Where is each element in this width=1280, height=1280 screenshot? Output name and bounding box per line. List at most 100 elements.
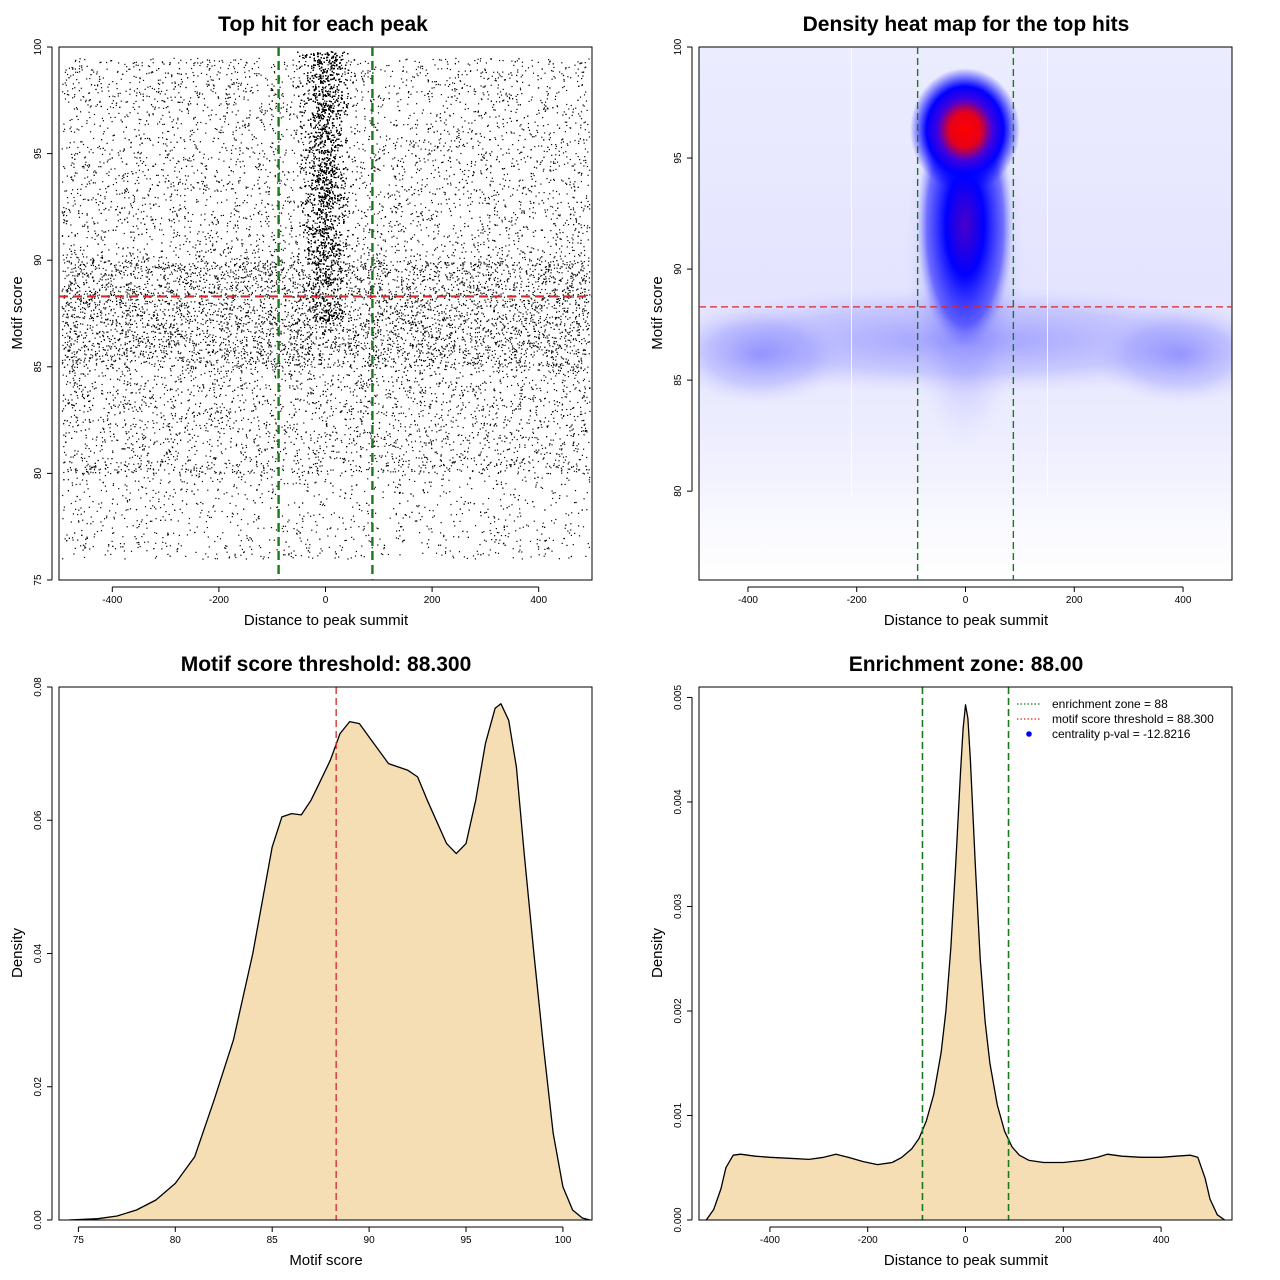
scatter-point xyxy=(367,195,369,197)
scatter-point xyxy=(560,356,562,358)
scatter-point xyxy=(578,323,580,325)
scatter-point xyxy=(245,446,248,448)
scatter-point xyxy=(214,190,216,192)
scatter-point xyxy=(360,281,362,283)
scatter-point xyxy=(421,179,423,181)
scatter-point xyxy=(68,403,70,405)
scatter-point xyxy=(397,538,399,540)
scatter-point xyxy=(497,283,499,286)
scatter-point xyxy=(558,193,560,195)
scatter-point xyxy=(444,551,447,553)
scatter-point xyxy=(527,285,530,287)
scatter-point xyxy=(124,375,126,377)
scatter-point xyxy=(87,349,89,351)
scatter-point xyxy=(84,353,86,355)
scatter-point xyxy=(577,61,579,63)
scatter-point xyxy=(317,348,319,350)
scatter-point xyxy=(310,140,312,142)
scatter-point xyxy=(545,283,547,285)
scatter-point xyxy=(203,153,205,155)
scatter-point xyxy=(389,306,391,308)
scatter-point xyxy=(355,550,357,553)
scatter-point xyxy=(371,112,373,114)
scatter-point xyxy=(416,331,418,333)
scatter-point xyxy=(67,267,69,269)
scatter-point xyxy=(237,386,239,388)
scatter-point xyxy=(360,166,362,168)
scatter-point xyxy=(476,288,478,290)
scatter-point xyxy=(589,481,591,483)
scatter-point xyxy=(308,336,310,338)
scatter-point xyxy=(63,451,66,453)
scatter-point xyxy=(421,190,423,193)
scatter-point xyxy=(578,332,580,334)
scatter-point xyxy=(203,531,205,533)
scatter-point xyxy=(82,311,84,313)
scatter-point xyxy=(309,387,311,389)
scatter-point xyxy=(172,418,174,420)
scatter-point xyxy=(268,287,270,289)
scatter-point xyxy=(446,80,448,82)
scatter-point xyxy=(551,290,553,292)
scatter-point xyxy=(319,289,321,291)
scatter-point xyxy=(274,361,276,363)
scatter-point xyxy=(343,343,345,345)
scatter-point xyxy=(208,418,210,420)
scatter-point xyxy=(421,325,423,327)
scatter-point xyxy=(220,370,222,372)
scatter-point xyxy=(99,355,101,357)
scatter-point xyxy=(414,164,416,166)
scatter-point xyxy=(249,90,251,92)
scatter-point xyxy=(580,124,582,126)
scatter-point xyxy=(370,315,372,317)
scatter-point xyxy=(88,394,90,396)
scatter-point xyxy=(131,260,133,262)
scatter-point xyxy=(539,539,541,541)
scatter-point xyxy=(330,406,332,408)
scatter-point xyxy=(461,434,463,436)
scatter-point xyxy=(64,310,66,312)
scatter-point xyxy=(552,276,554,278)
scatter-point xyxy=(356,90,358,92)
scatter-point xyxy=(242,243,244,245)
scatter-point xyxy=(366,215,368,218)
scatter-point xyxy=(232,366,234,368)
scatter-point xyxy=(234,352,236,354)
scatter-point xyxy=(538,273,540,275)
scatter-point xyxy=(317,456,319,458)
scatter-point xyxy=(310,439,312,441)
scatter-point xyxy=(430,308,432,310)
scatter-point xyxy=(423,158,425,160)
scatter-point xyxy=(387,193,389,195)
scatter-point xyxy=(160,332,162,334)
scatter-point xyxy=(130,274,132,276)
scatter-point xyxy=(580,127,582,129)
scatter-point xyxy=(279,279,281,282)
scatter-point xyxy=(290,342,292,344)
scatter-point xyxy=(582,380,584,382)
scatter-point xyxy=(143,401,145,403)
scatter-point xyxy=(544,553,546,555)
scatter-point xyxy=(402,328,404,330)
scatter-point xyxy=(76,363,79,365)
scatter-point xyxy=(191,365,193,367)
scatter-point xyxy=(267,328,269,331)
scatter-point xyxy=(575,387,577,389)
scatter-point xyxy=(466,363,468,366)
scatter-point xyxy=(84,359,86,361)
scatter-point xyxy=(70,416,72,418)
scatter-point xyxy=(250,195,252,197)
scatter-point xyxy=(148,272,150,274)
scatter-point xyxy=(199,302,201,304)
scatter-point xyxy=(249,537,251,539)
scatter-point xyxy=(427,131,429,133)
scatter-point xyxy=(200,323,202,325)
scatter-point xyxy=(114,360,116,363)
scatter-point xyxy=(363,335,365,337)
scatter-point xyxy=(232,369,234,371)
scatter-point xyxy=(73,108,76,110)
scatter-point xyxy=(322,186,324,188)
scatter-point xyxy=(314,378,316,380)
scatter-point xyxy=(388,298,390,300)
scatter-point xyxy=(508,347,510,349)
